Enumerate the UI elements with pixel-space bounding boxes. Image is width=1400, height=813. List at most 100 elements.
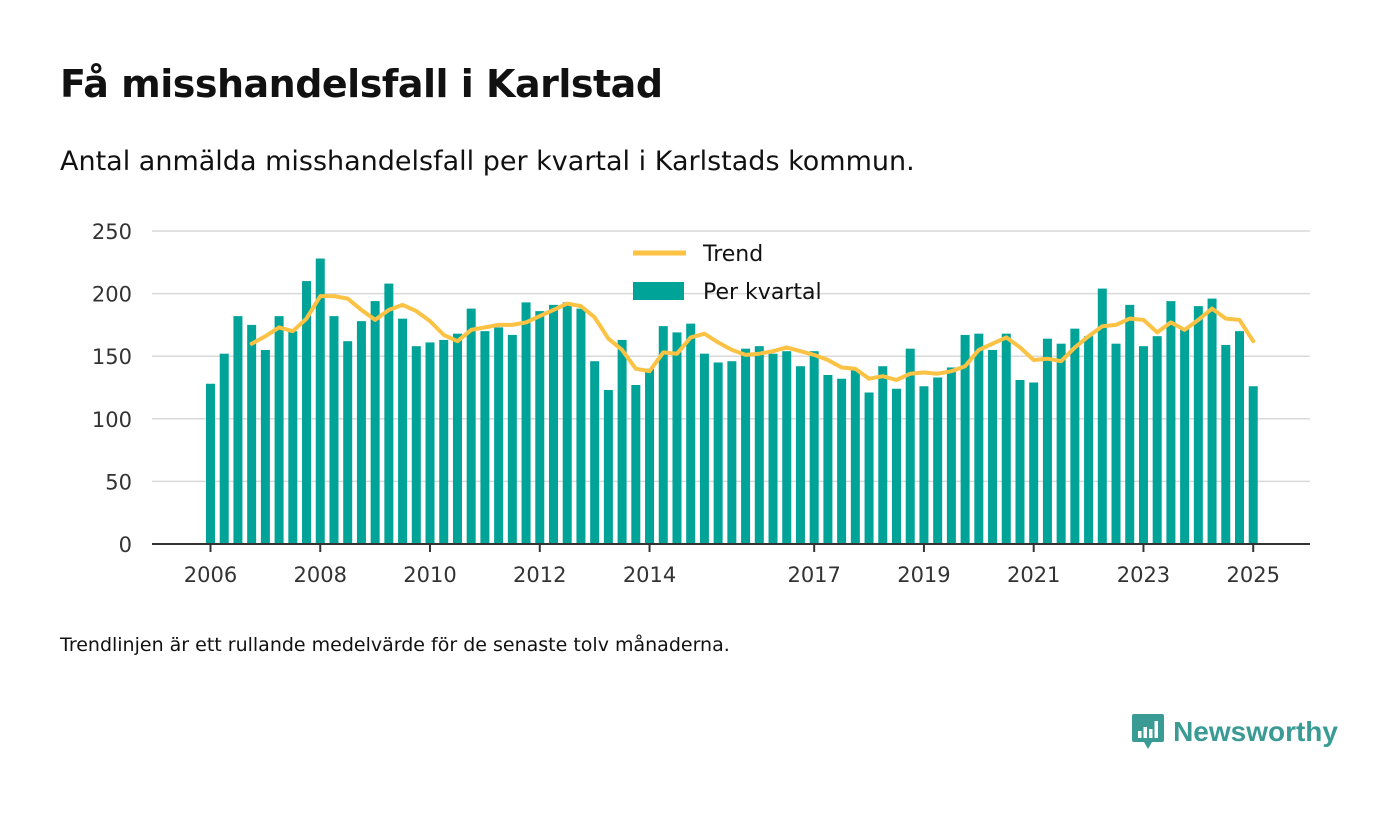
- bar: [274, 316, 284, 544]
- bar: [850, 369, 860, 544]
- bar: [302, 281, 312, 544]
- bar: [370, 301, 380, 544]
- bar: [645, 368, 655, 544]
- bar: [260, 349, 270, 544]
- bar: [562, 302, 572, 544]
- bar: [1125, 304, 1135, 544]
- brand-logo: Newsworthy: [1131, 712, 1338, 752]
- bar: [590, 361, 600, 544]
- bar: [1070, 328, 1080, 544]
- bar: [576, 308, 586, 544]
- bar: [878, 366, 888, 544]
- bar: [233, 316, 243, 544]
- bar: [727, 361, 737, 544]
- bar: [905, 348, 915, 544]
- bar: [329, 316, 339, 544]
- y-tick-label: 150: [92, 345, 132, 369]
- x-tick-label: 2010: [403, 563, 456, 587]
- bar: [892, 388, 901, 544]
- bar: [1221, 344, 1231, 544]
- bar: [507, 334, 517, 544]
- bar: [535, 311, 545, 544]
- bar: [1138, 346, 1148, 544]
- newsworthy-logo-icon: [1132, 714, 1165, 749]
- bar: [356, 321, 366, 544]
- bar: [741, 348, 751, 544]
- bar: [699, 353, 709, 544]
- bar: [974, 333, 984, 544]
- footnote: Trendlinjen är ett rullande medelvärde f…: [60, 634, 730, 656]
- bar: [466, 308, 476, 544]
- bar: [946, 367, 956, 544]
- x-tick-label: 2012: [513, 563, 566, 587]
- bar: [1111, 343, 1121, 544]
- legend-bar-swatch: [633, 282, 684, 300]
- y-tick-label: 0: [119, 533, 132, 557]
- bar: [480, 331, 490, 544]
- bar: [837, 378, 847, 544]
- legend-bar-label: Per kvartal: [703, 280, 822, 305]
- bar: [617, 339, 627, 544]
- y-tick-label: 100: [92, 408, 132, 432]
- bar: [1001, 333, 1011, 544]
- bar: [288, 331, 298, 544]
- bar: [754, 346, 764, 544]
- bar: [1084, 336, 1094, 544]
- y-axis-ticks: 0 50 100 150 200 250: [92, 220, 132, 557]
- x-tick-label: 2008: [294, 563, 347, 587]
- bar: [933, 377, 943, 544]
- bar: [1056, 343, 1066, 544]
- bar: [713, 362, 723, 544]
- bar: [315, 258, 325, 544]
- bar: [549, 304, 558, 544]
- bar: [521, 302, 531, 544]
- bar: [439, 339, 449, 544]
- x-tick-label: 2019: [897, 563, 950, 587]
- bar: [960, 334, 970, 544]
- bar: [795, 366, 805, 544]
- bar: [919, 386, 929, 544]
- bar: [425, 342, 435, 544]
- trend-line: [249, 294, 1256, 382]
- bar: [603, 390, 613, 544]
- chart: 0 50 100 150 200 250 2006 2008 2010 2012 2014 2017…: [92, 220, 1310, 587]
- x-tick-label: 2025: [1226, 563, 1279, 587]
- bar: [1166, 301, 1176, 544]
- bar: [452, 333, 462, 544]
- bar: [864, 392, 874, 544]
- bar: [631, 384, 641, 544]
- trend-series: [249, 294, 1256, 382]
- brand-name: Newsworthy: [1173, 716, 1338, 747]
- bar: [1248, 386, 1258, 544]
- x-tick-label: 2023: [1117, 563, 1170, 587]
- bar: [384, 283, 394, 544]
- bar: [247, 324, 257, 544]
- bar-series: [206, 258, 1258, 544]
- bar: [686, 323, 696, 544]
- x-tick-label: 2021: [1007, 563, 1060, 587]
- bar: [988, 349, 998, 544]
- bar: [1029, 382, 1039, 544]
- bar: [1097, 288, 1107, 544]
- chart-title: Få misshandelsfall i Karlstad: [60, 62, 663, 106]
- bar: [782, 351, 792, 544]
- bar: [219, 353, 229, 544]
- bar: [206, 383, 215, 544]
- x-tick-label: 2006: [184, 563, 237, 587]
- bar: [343, 341, 353, 544]
- bar: [1207, 298, 1217, 544]
- y-tick-label: 200: [92, 283, 132, 307]
- x-axis: 2006 2008 2010 2012 2014 2017 2019 2021 2023 2025: [152, 543, 1310, 587]
- bar: [672, 332, 682, 544]
- bar: [494, 327, 504, 544]
- x-tick-label: 2017: [787, 563, 840, 587]
- legend-trend-label: Trend: [702, 242, 763, 267]
- bar: [1042, 338, 1052, 544]
- bar: [1235, 331, 1244, 544]
- bar: [823, 374, 833, 544]
- legend: Trend Per kvartal: [633, 242, 822, 305]
- bar: [1152, 336, 1162, 544]
- y-tick-label: 50: [105, 470, 132, 494]
- bar: [1015, 379, 1025, 544]
- x-tick-label: 2014: [623, 563, 676, 587]
